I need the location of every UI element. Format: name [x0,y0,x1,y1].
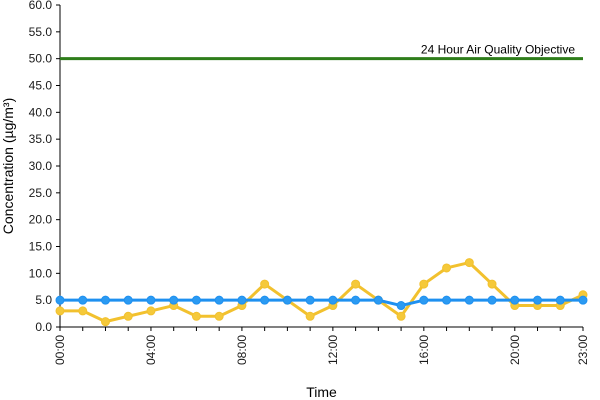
y-tick-label: 45.0 [29,79,53,93]
series-2-point [555,295,565,305]
series-1-point [442,263,452,273]
series-2-point [78,295,88,305]
y-tick-label: 50.0 [29,52,53,66]
series-1-point [396,311,406,321]
series-2-point [328,295,338,305]
y-tick-label: 60.0 [29,0,53,12]
series-2-point [282,295,292,305]
x-tick-label: 16:00 [417,335,431,365]
series-2-point [146,295,156,305]
series-1-point [260,279,270,289]
series-2-point [55,295,65,305]
series-1-point [123,311,133,321]
series-2-line [60,298,583,308]
series-1-point [351,279,361,289]
x-tick-label: 23:00 [576,335,590,365]
x-axis-title: Time [306,384,337,400]
series-1-point [191,311,201,321]
series-layer [55,258,588,327]
y-tick-label: 35.0 [29,132,53,146]
reference-line-group: 24 Hour Air Quality Objective [60,43,583,61]
series-2-point [100,295,110,305]
series-2 [55,295,588,311]
series-1-point [214,311,224,321]
series-2-point [464,295,474,305]
series-2-point [442,295,452,305]
series-2-point [214,295,224,305]
series-1-point [305,311,315,321]
y-tick-label: 20.0 [29,213,53,227]
x-tick-label: 08:00 [235,335,249,365]
y-tick-label: 0.0 [35,320,52,334]
y-tick-label: 40.0 [29,105,53,119]
series-2-point [237,295,247,305]
series-1-point [146,306,156,316]
y-axis: 0.0 5.0 10.0 15.0 20.0 25.0 30.0 35.0 40.0 45.0 50… [29,0,61,334]
series-1-point [100,317,110,327]
y-tick-label: 30.0 [29,159,53,173]
series-2-point [351,295,361,305]
x-tick-label: 12:00 [326,335,340,365]
series-1-point [78,306,88,316]
series-1 [55,258,588,327]
series-2-point [396,301,406,311]
y-tick-label: 55.0 [29,25,53,39]
series-1-line [60,261,584,324]
series-2-point [305,295,315,305]
series-1-point [419,279,429,289]
x-axis: 00:00 04:00 08:00 12:00 16:00 20:00 23:00 [53,326,590,365]
air-quality-objective-label: 24 Hour Air Quality Objective [421,43,575,57]
series-2-point [419,295,429,305]
y-tick-label: 15.0 [29,240,53,254]
x-tick-label: 20:00 [508,335,522,365]
series-2-point [533,295,543,305]
series-2-point [510,295,520,305]
x-tick-label: 04:00 [144,335,158,365]
series-1-point [464,258,474,268]
series-1-point [487,279,497,289]
series-1-point [55,306,65,316]
series-2-point [123,295,133,305]
y-tick-label: 5.0 [35,293,52,307]
y-tick-label: 10.0 [29,266,53,280]
series-2-point [578,295,588,305]
series-2-point [169,295,179,305]
series-2-point [191,295,201,305]
x-tick-label: 00:00 [53,335,67,365]
series-2-point [260,295,270,305]
series-2-point [373,295,383,305]
y-axis-title: Concentration (µg/m³) [0,98,16,234]
series-2-point [487,295,497,305]
y-tick-label: 25.0 [29,186,53,200]
